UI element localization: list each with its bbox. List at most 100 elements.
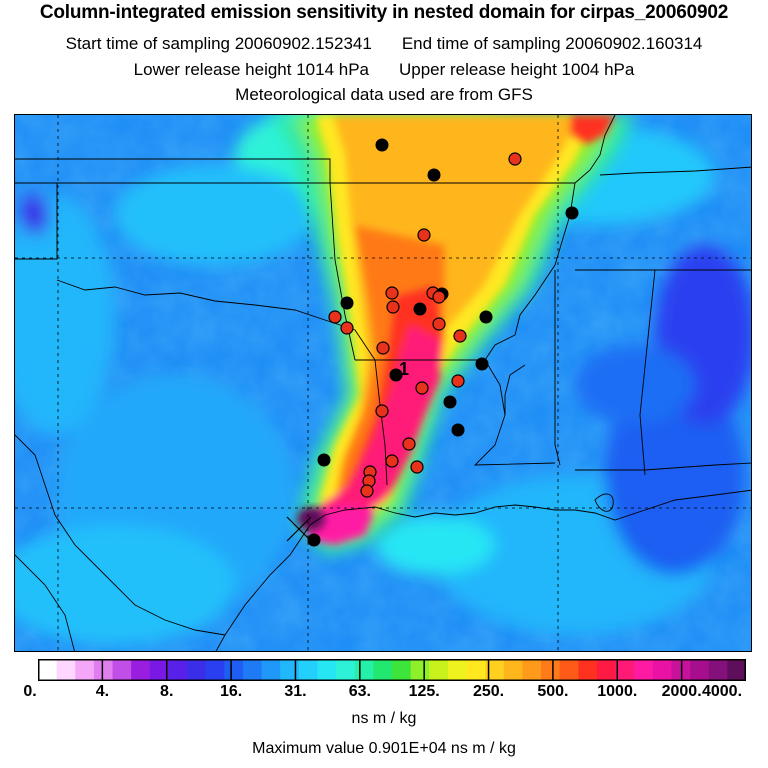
map-panel: 1 (14, 114, 752, 652)
release-hotspot (297, 507, 325, 531)
legend-swatch (652, 659, 672, 681)
plot-title: Column-integrated emission sensitivity i… (39, 2, 729, 23)
legend-swatch (317, 659, 337, 681)
legend-tick-label: 63. (348, 683, 371, 700)
marker (328, 310, 342, 324)
release-upper: Upper release height 1004 hPa (399, 60, 635, 79)
legend-swatch (298, 659, 318, 681)
legend-swatch (615, 659, 635, 681)
rio-grande (15, 434, 226, 636)
marker (307, 533, 321, 547)
marker (389, 368, 403, 382)
louisiana-north-east (473, 359, 556, 466)
marker (479, 310, 493, 324)
arkansas-east-border (484, 182, 576, 361)
legend-swatch (38, 659, 58, 681)
marker (376, 341, 390, 355)
legend-swatch (373, 659, 393, 681)
marker (385, 454, 399, 468)
legend-swatch (205, 659, 225, 681)
legend-swatch (168, 659, 188, 681)
marker (375, 138, 389, 152)
sampling-start: Start time of sampling 20060902.152341 (65, 34, 372, 53)
kentucky-border (599, 166, 751, 176)
legend-swatch (727, 659, 746, 681)
graticule (15, 115, 751, 651)
legend-swatch (131, 659, 151, 681)
met-data-note: Meteorological data used are from GFS (235, 85, 533, 104)
sampling-end: End time of sampling 20060902.160314 (401, 34, 703, 53)
marker (317, 453, 331, 467)
legend-tick-label: 4000. (701, 683, 743, 700)
legend-tick-label: 250. (472, 683, 505, 700)
marker (402, 437, 416, 451)
legend-swatch (149, 659, 169, 681)
marker (386, 300, 400, 314)
plume-core (305, 115, 615, 545)
legend-swatch (596, 659, 617, 681)
marker (565, 206, 579, 220)
gulf-coastline (224, 489, 751, 636)
legend-tick-label: 8. (160, 683, 174, 700)
legend-tick-label: 31. (284, 683, 307, 700)
maximum-value: Maximum value 0.901E+04 ns m / kg (252, 740, 516, 757)
legend-swatch (112, 659, 132, 681)
legend-swatch (690, 659, 710, 681)
legend-tick-label: 500. (537, 683, 569, 700)
sampling-times: Start time of sampling 20060902.152341 En… (0, 34, 768, 54)
marker (360, 484, 374, 498)
release-label: 1 (399, 359, 409, 379)
marker (508, 152, 522, 166)
legend-swatch (485, 659, 505, 681)
boundaries (15, 115, 751, 651)
legend-swatch (466, 659, 486, 681)
legend-swatch (410, 659, 430, 681)
legend-swatch (93, 659, 114, 681)
legend-tick-label: 2000. (661, 683, 702, 700)
marker (432, 317, 446, 331)
legend-swatch (261, 659, 281, 681)
legend-border (38, 659, 746, 681)
color-legend (38, 659, 746, 681)
legend-swatch (392, 659, 412, 681)
legend-tick-label: 16. (219, 683, 243, 700)
legend-swatch (522, 659, 542, 681)
legend-swatch (708, 659, 728, 681)
legend-tick-label: 4. (95, 683, 110, 700)
marker (340, 321, 354, 335)
marker (427, 168, 441, 182)
florida-panhandle-border (575, 462, 751, 471)
legend-swatch (242, 659, 263, 681)
louisiana-west-border (374, 359, 388, 486)
oklahoma-east-border (329, 182, 356, 361)
marker (451, 374, 465, 388)
legend-swatch (187, 659, 207, 681)
release-heights: Lower release height 1014 hPa Upper relea… (0, 60, 768, 80)
release-cross-icon (286, 516, 312, 542)
alabama-east-border (639, 269, 656, 476)
missouri-east-border (574, 115, 616, 184)
legend-swatch (224, 659, 244, 681)
legend-swatch (634, 659, 654, 681)
legend-swatch (559, 659, 579, 681)
marker (417, 228, 431, 242)
legend-swatch (280, 659, 300, 681)
marker (475, 357, 489, 371)
legend-swatch (429, 659, 449, 681)
legend-unit: ns m / kg (351, 710, 417, 727)
legend-swatch (56, 659, 76, 681)
color-bar (38, 659, 746, 681)
legend-swatch (541, 659, 561, 681)
marker (443, 395, 457, 409)
mississippi-border (504, 364, 526, 415)
marker (415, 381, 429, 395)
marker (410, 460, 424, 474)
mexico-inland-border (15, 554, 75, 651)
marker (413, 302, 427, 316)
lake-pontchartrain (594, 493, 614, 512)
legend-swatch (503, 659, 523, 681)
texas-panhandle-border (15, 182, 58, 260)
measurement-markers (307, 138, 579, 547)
mexico-coast (215, 634, 226, 651)
